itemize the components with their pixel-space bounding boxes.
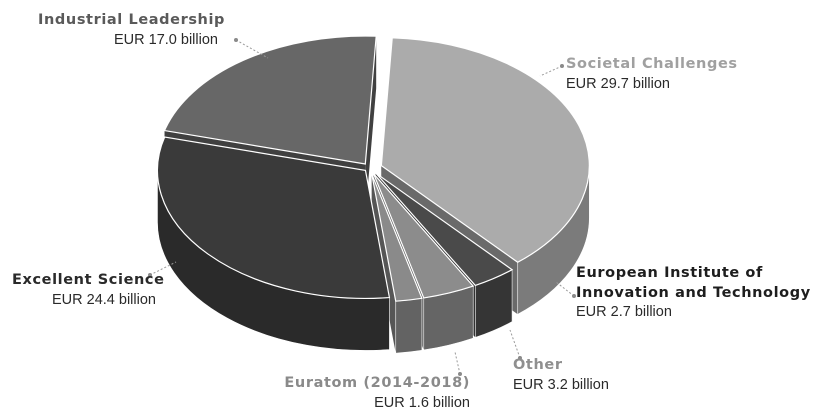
slice-name-eit-line1: European Institute of <box>576 265 763 281</box>
label-excellent-science: Excellent Science EUR 24.4 billion <box>12 273 165 307</box>
slice-name-eit-line2: Innovation and Technology <box>576 284 811 301</box>
slice-value-industrial-leadership: EUR 17.0 billion <box>114 31 218 48</box>
leader-dot <box>148 273 152 277</box>
slice-name-industrial-leadership: Industrial Leadership <box>38 12 226 28</box>
slice-other <box>373 173 475 299</box>
label-eit: European Institute of Innovation and Tec… <box>576 266 811 320</box>
leader-line <box>539 65 563 77</box>
slice-value-euratom: EUR 1.6 billion <box>374 394 470 411</box>
slice-cut-face <box>371 174 396 354</box>
leader-dot <box>234 38 238 42</box>
label-other: Other EUR 3.2 billion <box>513 358 609 392</box>
slice-name-societal-challenges: Societal Challenges <box>566 56 738 72</box>
label-industrial-leadership: Industrial Leadership EUR 17.0 billion <box>38 13 225 47</box>
slice-industrial-leadership <box>163 35 377 165</box>
leader-line <box>454 351 461 375</box>
slice-european-institute-of-innovation-and-technology <box>375 172 514 287</box>
slice-cut-face <box>365 36 377 217</box>
slice-name-excellent-science: Excellent Science <box>12 272 165 288</box>
leader-dot <box>572 294 576 298</box>
leader-dot <box>518 356 522 360</box>
slice-value-eit: EUR 2.7 billion <box>576 304 672 320</box>
label-societal-challenges: Societal Challenges EUR 29.7 billion <box>566 57 738 91</box>
slice-value-excellent-science: EUR 24.4 billion <box>52 291 156 308</box>
slice-value-societal-challenges: EUR 29.7 billion <box>566 75 670 92</box>
leader-line <box>149 261 177 276</box>
leader-line <box>509 329 521 359</box>
leader-dot <box>458 372 462 376</box>
leader-dot <box>560 64 564 68</box>
slice-euratom-2014-2018- <box>371 173 423 302</box>
slice-name-euratom: Euratom (2014-2018) <box>284 375 470 391</box>
slice-value-other: EUR 3.2 billion <box>513 376 609 393</box>
slice-societal-challenges <box>380 37 590 263</box>
slice-excellent-science <box>156 136 391 300</box>
slice-name-other: Other <box>513 357 563 373</box>
label-euratom: Euratom (2014-2018) EUR 1.6 billion <box>270 376 470 410</box>
slice-rim-euratom-2014-2018- <box>395 297 423 354</box>
